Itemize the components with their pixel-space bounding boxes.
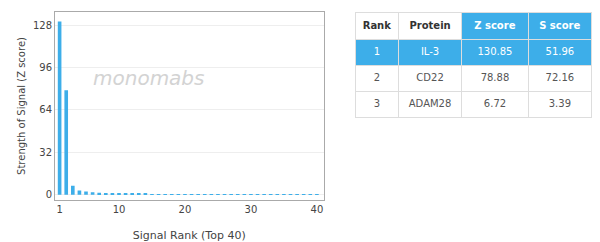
svg-text:1: 1 <box>56 204 62 215</box>
svg-text:3: 3 <box>374 98 380 109</box>
svg-text:S score: S score <box>539 20 580 31</box>
svg-text:2: 2 <box>374 72 380 83</box>
svg-text:3.39: 3.39 <box>549 98 571 109</box>
svg-text:96: 96 <box>39 62 52 73</box>
svg-text:64: 64 <box>39 104 52 115</box>
svg-text:Z score: Z score <box>474 20 515 31</box>
svg-text:130.85: 130.85 <box>477 46 512 57</box>
svg-text:128: 128 <box>33 20 52 31</box>
svg-text:Strength of Signal (Z score): Strength of Signal (Z score) <box>16 37 27 175</box>
svg-text:72.16: 72.16 <box>546 72 575 83</box>
svg-text:CD22: CD22 <box>416 72 443 83</box>
svg-text:Protein: Protein <box>409 20 450 31</box>
svg-text:10: 10 <box>113 204 126 215</box>
svg-text:32: 32 <box>39 147 52 158</box>
svg-text:6.72: 6.72 <box>484 98 506 109</box>
svg-text:Rank: Rank <box>363 20 392 31</box>
svg-text:78.88: 78.88 <box>481 72 510 83</box>
svg-text:Signal Rank (Top 40): Signal Rank (Top 40) <box>133 229 246 242</box>
svg-text:0: 0 <box>46 189 52 200</box>
svg-text:monomabs: monomabs <box>93 66 204 90</box>
svg-text:1: 1 <box>374 46 380 57</box>
svg-text:30: 30 <box>245 204 258 215</box>
svg-text:51.96: 51.96 <box>546 46 575 57</box>
svg-text:ADAM28: ADAM28 <box>409 98 452 109</box>
svg-text:IL-3: IL-3 <box>421 46 439 57</box>
svg-text:20: 20 <box>179 204 192 215</box>
svg-text:40: 40 <box>311 204 324 215</box>
